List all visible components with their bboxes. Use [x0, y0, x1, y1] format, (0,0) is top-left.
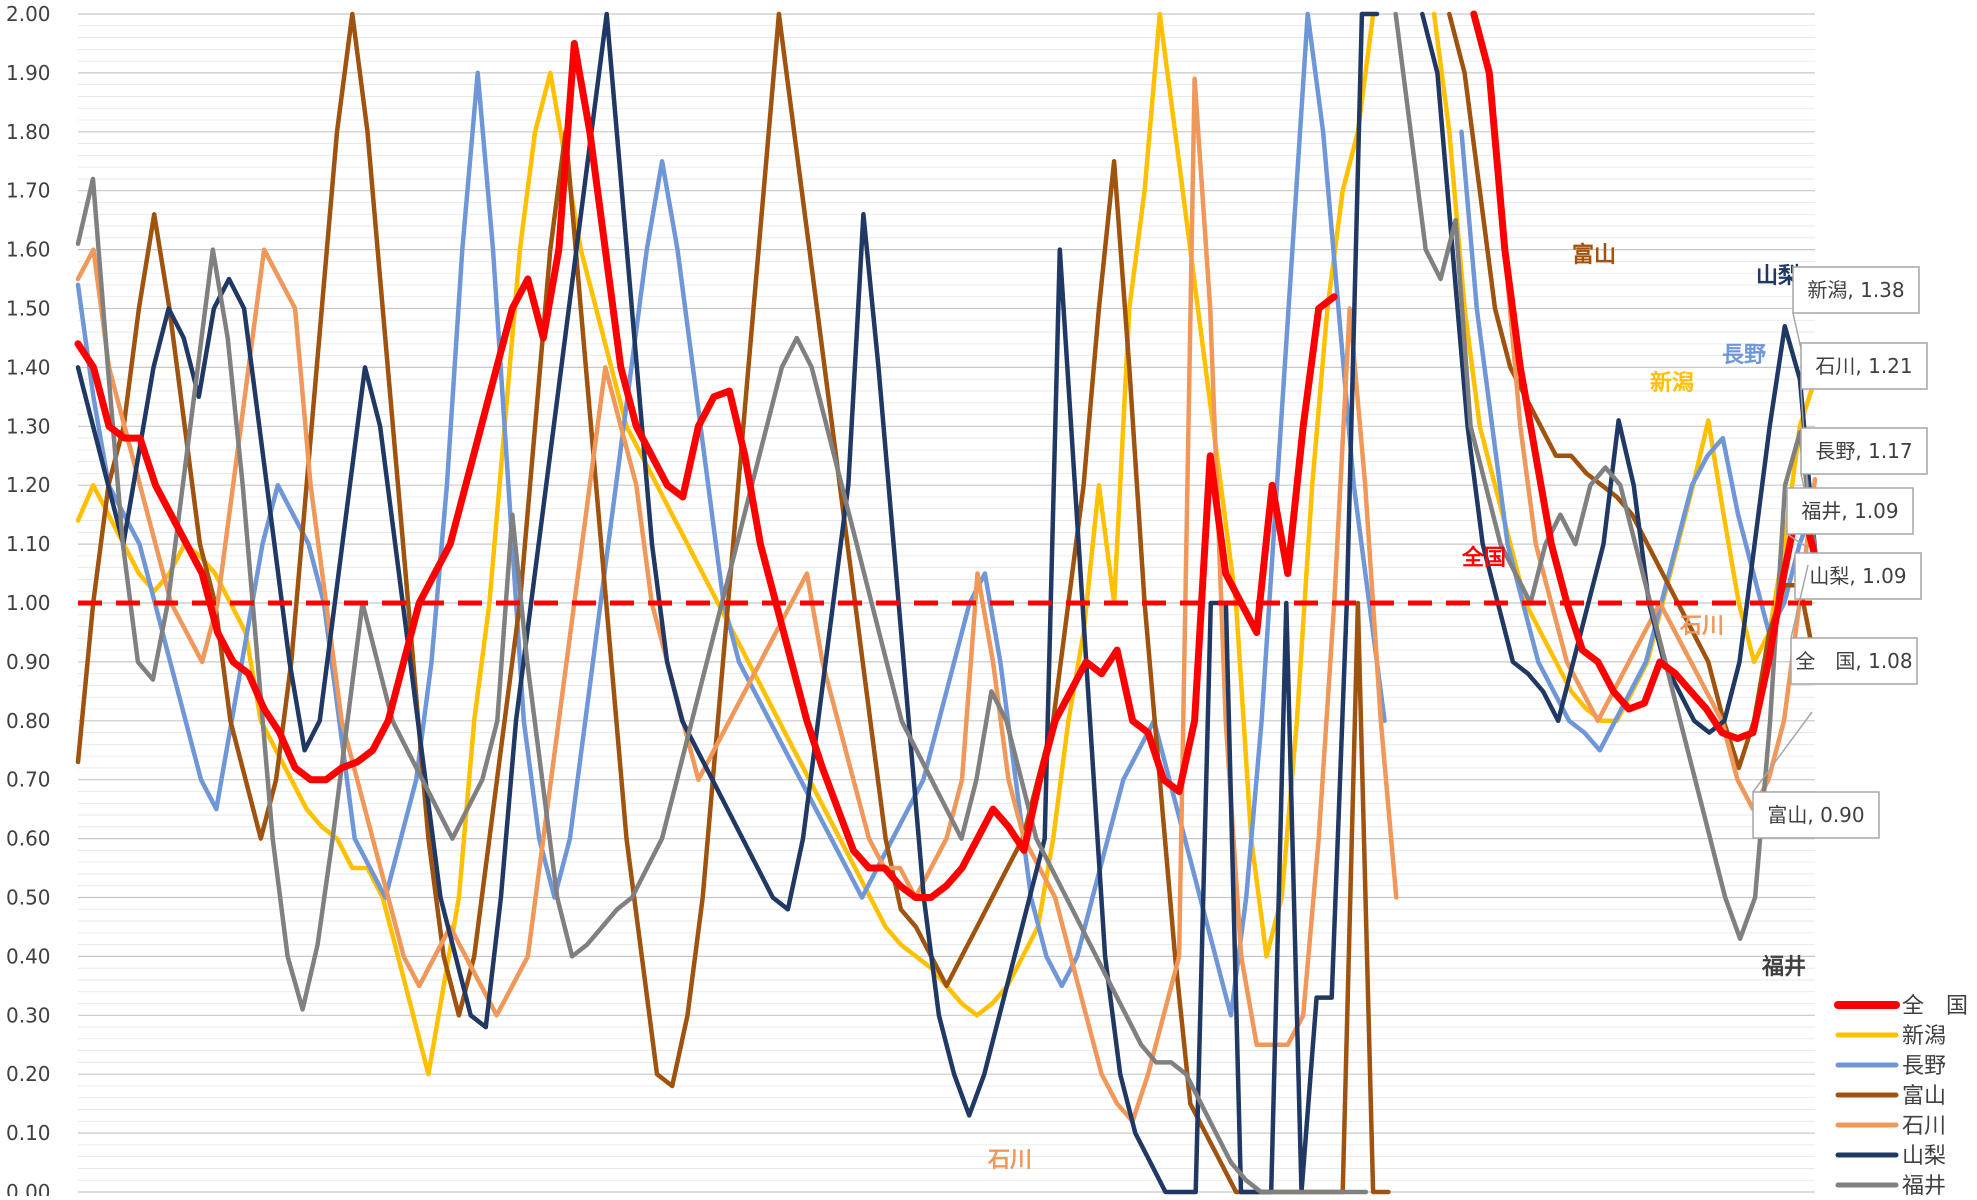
y-tick-label: 1.50	[6, 297, 51, 321]
callout-box	[1800, 427, 1928, 475]
series-line	[75, 11, 1818, 1195]
callout-leader	[1790, 564, 1809, 639]
legend-label: 長野	[1902, 1054, 1946, 1079]
y-tick-label: 1.60	[6, 238, 51, 262]
series-line	[75, 76, 1818, 1124]
callout-box	[1800, 342, 1928, 390]
y-tick-label: 0.70	[6, 768, 51, 792]
callout-box	[1792, 266, 1920, 314]
y-tick-label: 1.20	[6, 473, 51, 497]
callout-leader	[1786, 533, 1809, 549]
series-annotation: 全国	[1461, 545, 1506, 571]
legend-label: 富山	[1902, 1084, 1946, 1109]
gridlines	[78, 13, 1815, 1193]
callout-label: 新潟, 1.38	[1807, 278, 1904, 302]
callout-label: 石川, 1.21	[1815, 354, 1912, 378]
y-tick-label: 1.80	[6, 120, 51, 144]
y-tick-label: 0.10	[6, 1121, 51, 1145]
callout-label: 福井, 1.09	[1801, 499, 1898, 523]
series-line	[74, 10, 1819, 901]
callout-box	[1790, 637, 1918, 685]
y-tick-label: 0.50	[6, 886, 51, 910]
callout-label: 富山, 0.90	[1767, 803, 1864, 827]
y-tick-label: 1.70	[6, 179, 51, 203]
callout-leader	[1752, 711, 1813, 793]
series-annotation: 新潟	[1650, 370, 1694, 396]
callout-label: 山梨, 1.09	[1809, 564, 1906, 588]
legend-label: 新潟	[1902, 1024, 1946, 1049]
y-tick-label: 2.00	[6, 2, 51, 26]
y-tick-label: 1.10	[6, 532, 51, 556]
series-annotation: 石川	[1679, 614, 1724, 639]
y-tick-label: 0.20	[6, 1062, 51, 1086]
callouts: 新潟, 1.38 石川, 1.21 長野, 1.17 福井, 1.09 山梨, 1.09…	[1752, 266, 1928, 839]
callout-label: 長野, 1.17	[1815, 439, 1912, 463]
series-annotation: 石川	[987, 1148, 1032, 1173]
legend-label: 全 国	[1902, 994, 1968, 1019]
callout-label: 全 国, 1.08	[1795, 649, 1912, 673]
y-tick-label: 1.40	[6, 355, 51, 379]
legend-label: 石川	[1902, 1114, 1946, 1139]
series-annotation: 富山	[1572, 242, 1616, 268]
legend-label: 山梨	[1902, 1144, 1946, 1169]
y-tick-label: 1.00	[6, 591, 51, 615]
y-tick-label: 1.90	[6, 61, 51, 85]
y-tick-label: 0.30	[6, 1003, 51, 1027]
legend-label: 福井	[1902, 1174, 1946, 1196]
series-annotation: 福井	[1761, 955, 1806, 980]
callout-box	[1794, 552, 1922, 600]
y-tick-label: 0.00	[6, 1180, 51, 1196]
y-tick-label: 0.90	[6, 650, 51, 674]
y-tick-label: 0.60	[6, 827, 51, 851]
series-annotation: 長野	[1722, 343, 1766, 368]
callout-box	[1786, 487, 1914, 535]
callout-box	[1752, 791, 1880, 839]
y-axis: 0.00 0.10 0.20 0.30 0.40 0.50 0.60 0.70 0.80 0.90…	[6, 2, 51, 1200]
series-line	[75, 11, 1818, 1195]
series-line	[75, 11, 1818, 1018]
y-tick-label: 0.80	[6, 709, 51, 733]
y-tick-label: 0.40	[6, 944, 51, 968]
y-tick-label: 1.30	[6, 414, 51, 438]
